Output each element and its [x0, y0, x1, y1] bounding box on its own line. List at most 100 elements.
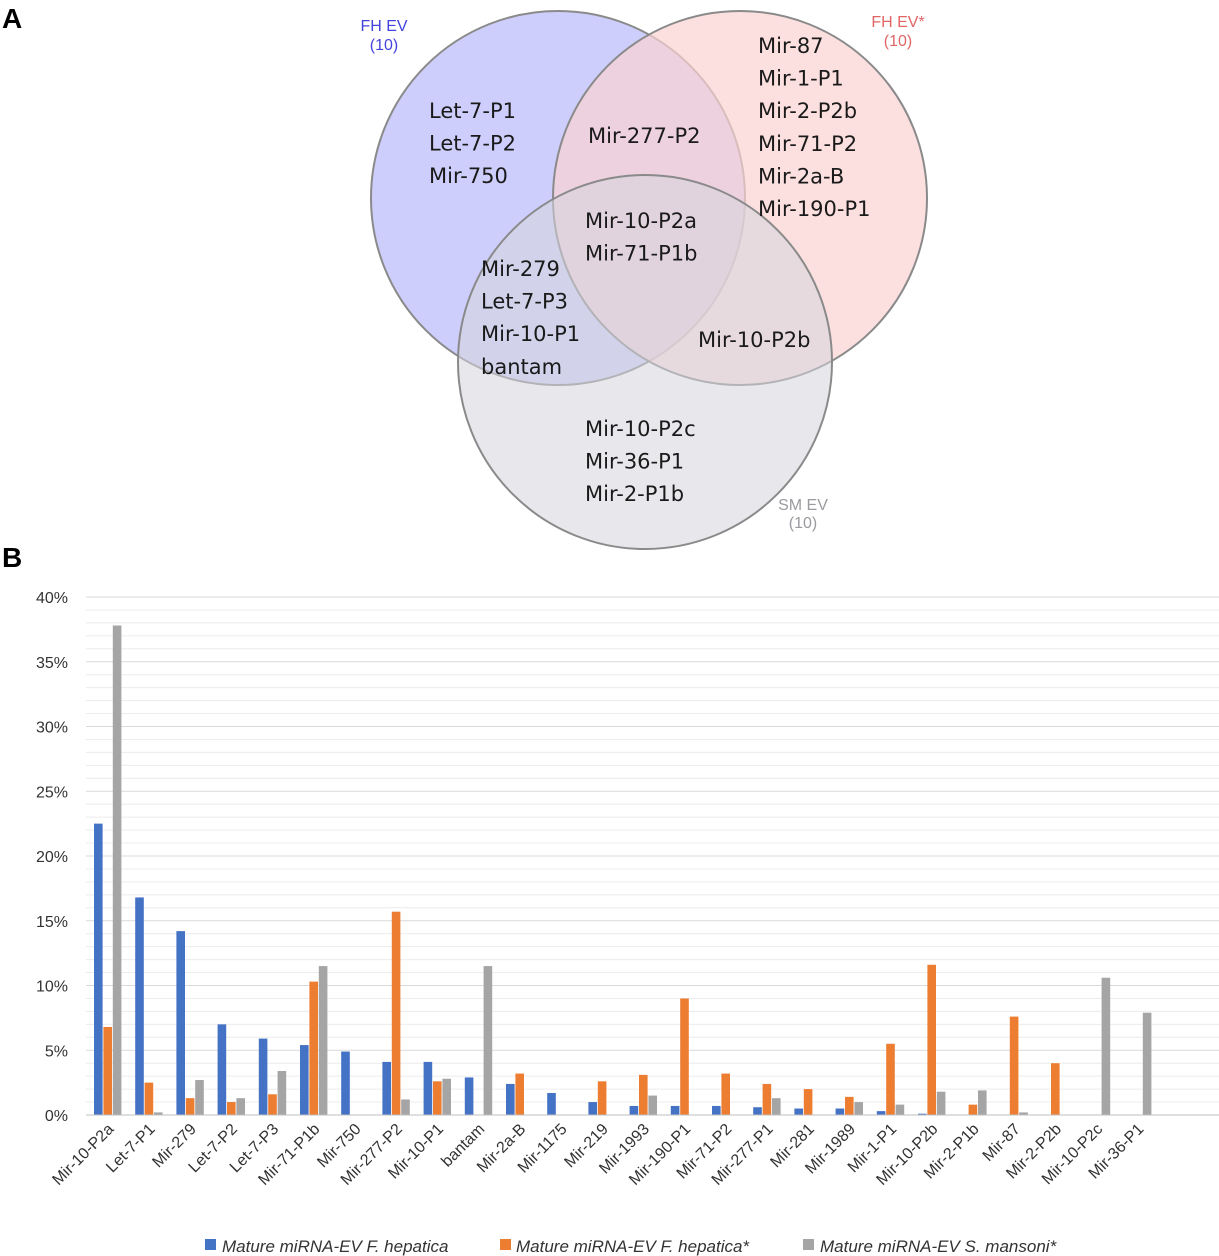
- bar-mir-71-p1b-series-2: [318, 966, 328, 1115]
- bar-mir-277-p2-series-0: [382, 1061, 391, 1115]
- x-axis-ticks: Mir-10-P2aLet-7-P1Mir-279Let-7-P2Let-7-P…: [49, 1121, 1147, 1189]
- bar-mir-2a-b-series-1: [515, 1073, 524, 1115]
- panel-a-label: A: [2, 3, 22, 34]
- bar-mir-279-series-2: [195, 1080, 204, 1115]
- bar-mir-277-p2-series-2: [401, 1099, 410, 1115]
- bar-let-7-p1-series-1: [144, 1082, 154, 1115]
- venn-item-fhstar-only: Mir-87: [758, 34, 824, 58]
- bar-let-7-p2-series-2: [236, 1098, 245, 1115]
- y-tick-label: 10%: [36, 979, 68, 996]
- bar-let-7-p1-series-2: [154, 1112, 163, 1115]
- legend-label-fh-star: Mature miRNA-EV F. hepatica*: [516, 1237, 750, 1256]
- bar-let-7-p3-series-2: [277, 1070, 287, 1115]
- bar-mir-10-p2a-series-0: [94, 823, 103, 1115]
- bar-mir-219-series-1: [597, 1081, 607, 1115]
- venn-item-fhstar-only: Mir-2-P2b: [758, 99, 857, 123]
- venn-item-fh-sm: Mir-279: [481, 257, 560, 281]
- bar-mir-10-p1-series-0: [423, 1061, 433, 1115]
- y-tick-label: 35%: [36, 655, 68, 672]
- venn-circle-sm-ev: [457, 174, 833, 550]
- chart-legend: Mature miRNA-EV F. hepatica Mature miRNA…: [205, 1237, 1058, 1256]
- bar-mir-219-series-0: [588, 1102, 597, 1115]
- bar-mir-2-p2b-series-1: [1051, 1063, 1060, 1115]
- venn-region-items: Let-7-P1 Let-7-P2 Mir-750 Mir-87 Mir-1-P1 Mir…: [429, 34, 871, 506]
- bar-mir-277-p2-series-1: [391, 911, 401, 1115]
- bar-mir-71-p1b-series-1: [309, 981, 318, 1115]
- bar-mir-1989-series-0: [835, 1108, 845, 1115]
- bar-let-7-p2-series-0: [217, 1024, 227, 1115]
- venn-item-fh-fhstar: Mir-277-P2: [588, 124, 701, 148]
- bar-mir-10-p2a-series-2: [112, 625, 122, 1115]
- bar-mir-10-p1-series-2: [442, 1078, 451, 1115]
- bar-mir-10-p2b-series-0: [918, 1113, 927, 1115]
- y-tick-label: 15%: [36, 914, 68, 931]
- venn-count-sm-ev: (10): [789, 515, 817, 532]
- chart-bars: [94, 625, 1152, 1115]
- bar-mir-1993-series-0: [629, 1105, 639, 1115]
- venn-item-sm-only: Mir-10-P2c: [585, 417, 696, 441]
- bar-mir-2-p1b-series-1: [968, 1104, 978, 1115]
- bar-bantam-series-0: [464, 1077, 474, 1115]
- venn-item-fh-sm: bantam: [481, 355, 562, 379]
- bar-mir-36-p1-series-2: [1142, 1012, 1152, 1115]
- venn-label-sm-ev: SM EV: [778, 497, 828, 514]
- bar-mir-279-series-1: [185, 1098, 195, 1115]
- bar-mir-277-p1-series-1: [762, 1083, 772, 1115]
- venn-item-fhstar-only: Mir-190-P1: [758, 197, 871, 221]
- chart-gridlines: [86, 596, 1219, 1103]
- bar-mir-1175-series-0: [547, 1092, 556, 1115]
- bar-bantam-series-2: [483, 966, 493, 1115]
- bar-mir-281-series-0: [794, 1108, 803, 1115]
- bar-mir-87-series-1: [1009, 1016, 1019, 1115]
- bar-mir-1989-series-2: [854, 1102, 863, 1115]
- legend-label-fh: Mature miRNA-EV F. hepatica: [222, 1237, 448, 1256]
- y-tick-label: 20%: [36, 849, 68, 866]
- legend-swatch-fh-star: [500, 1239, 511, 1250]
- bar-mir-281-series-1: [803, 1089, 813, 1115]
- legend-label-sm: Mature miRNA-EV S. mansoni*: [820, 1237, 1058, 1256]
- bar-mir-2a-b-series-0: [506, 1083, 515, 1115]
- bar-mir-1993-series-2: [648, 1095, 657, 1115]
- venn-item-fh-only: Let-7-P2: [429, 132, 516, 156]
- y-tick-label: 25%: [36, 784, 68, 801]
- venn-label-fh-ev-star: FH EV*: [871, 14, 924, 31]
- bar-mir-277-p1-series-0: [753, 1107, 762, 1115]
- y-tick-label: 30%: [36, 720, 68, 737]
- legend-swatch-fh: [205, 1239, 216, 1250]
- venn-item-fhstar-only: Mir-1-P1: [758, 67, 844, 91]
- x-tick-label: Mir-10-P2a: [49, 1121, 117, 1189]
- bar-mir-277-p1-series-2: [772, 1098, 781, 1115]
- venn-count-fh-ev-star: (10): [884, 33, 912, 50]
- venn-item-sm-only: Mir-36-P1: [585, 450, 684, 474]
- venn-count-fh-ev: (10): [370, 37, 398, 54]
- venn-item-fh-sm: Mir-10-P1: [481, 322, 580, 346]
- bar-mir-1-p1-series-2: [895, 1104, 905, 1115]
- bar-mir-10-p2b-series-1: [927, 964, 936, 1115]
- venn-label-fh-ev: FH EV: [360, 18, 407, 35]
- venn-item-all-three: Mir-10-P2a: [585, 209, 697, 233]
- bar-let-7-p3-series-1: [268, 1094, 277, 1115]
- venn-item-fh-only: Mir-750: [429, 164, 508, 188]
- venn-item-all-three: Mir-71-P1b: [585, 242, 697, 266]
- bar-mir-71-p2-series-0: [712, 1105, 721, 1115]
- bar-mir-1-p1-series-1: [886, 1043, 895, 1115]
- bar-mir-279-series-0: [176, 931, 185, 1115]
- bar-chart: 0% 5% 10% 15% 20% 25% 30% 35% 40% Mir-10-P2aLet-…: [36, 590, 1219, 1189]
- panel-b-label: B: [2, 542, 22, 573]
- venn-item-fhstar-only: Mir-2a-B: [758, 164, 844, 188]
- bar-mir-190-p1-series-0: [670, 1105, 680, 1115]
- bar-mir-1993-series-1: [639, 1074, 648, 1115]
- bar-mir-2-p1b-series-2: [978, 1090, 987, 1115]
- y-axis-ticks: 0% 5% 10% 15% 20% 25% 30% 35% 40%: [36, 590, 68, 1125]
- bar-mir-1-p1-series-0: [876, 1111, 886, 1115]
- bar-mir-10-p2b-series-2: [936, 1091, 946, 1115]
- bar-let-7-p3-series-0: [258, 1038, 268, 1115]
- legend-swatch-sm: [803, 1239, 814, 1250]
- bar-mir-1989-series-1: [845, 1096, 854, 1115]
- bar-mir-10-p1-series-1: [433, 1081, 442, 1115]
- venn-item-sm-only: Mir-2-P1b: [585, 482, 684, 506]
- bar-mir-10-p2c-series-2: [1101, 977, 1111, 1115]
- bar-mir-750-series-0: [341, 1051, 350, 1115]
- bar-mir-190-p1-series-1: [680, 998, 689, 1115]
- y-tick-label: 5%: [45, 1043, 68, 1060]
